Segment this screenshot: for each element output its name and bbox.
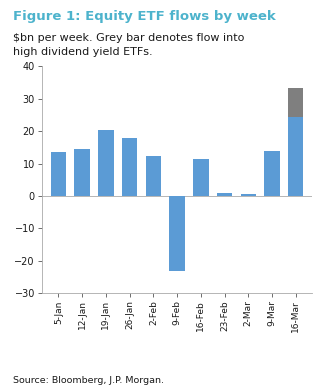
Bar [193,159,209,196]
Bar [217,193,232,196]
Bar [288,88,303,117]
Bar [122,138,137,196]
Bar [241,194,256,196]
Text: Figure 1: Equity ETF flows by week: Figure 1: Equity ETF flows by week [13,10,276,23]
Bar [169,196,185,271]
Text: $bn per week. Grey bar denotes flow into
high dividend yield ETFs.: $bn per week. Grey bar denotes flow into… [13,33,244,57]
Bar [264,151,280,196]
Bar [288,117,303,196]
Bar [74,149,90,196]
Bar [51,152,66,196]
Bar [98,130,114,196]
Text: Source: Bloomberg, J.P. Morgan.: Source: Bloomberg, J.P. Morgan. [13,376,164,385]
Bar [146,156,161,196]
